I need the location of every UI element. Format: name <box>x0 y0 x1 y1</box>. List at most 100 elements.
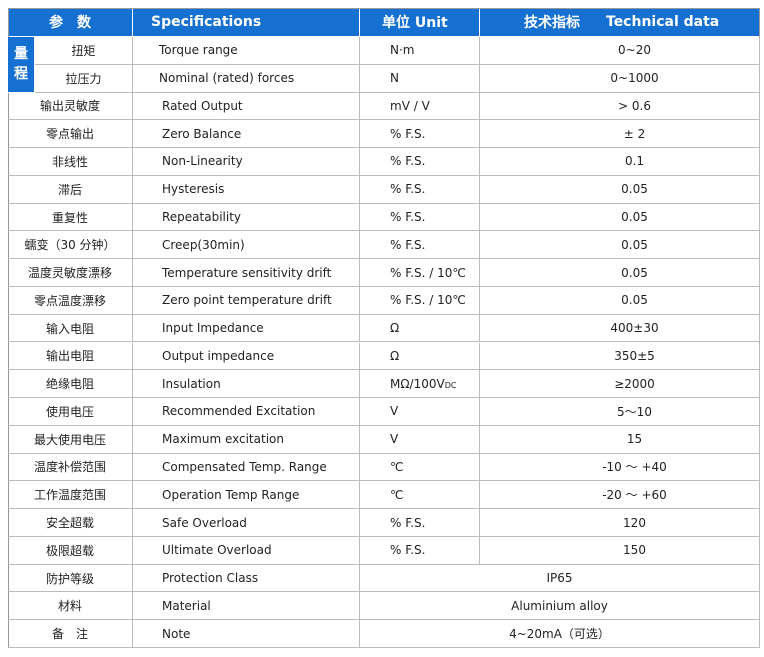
param-cn-text: 安全超载 <box>45 516 94 530</box>
param-unit-text: % F.S. <box>390 237 426 252</box>
param-cn-text: 非线性 <box>51 154 88 169</box>
param-unit-text: V <box>390 404 399 419</box>
param-unit-text: V <box>390 432 399 447</box>
param-en-text: Nominal (rated) forces <box>159 71 295 86</box>
param-cn: 输入电阻 <box>8 314 133 343</box>
param-value: 0~1000 <box>480 64 760 93</box>
param-en: Temperature sensitivity drift <box>133 259 360 287</box>
param-value-text: 0.05 <box>621 210 648 224</box>
param-value-text: 400±30 <box>610 321 659 336</box>
param-en: Input Impedance <box>133 314 360 343</box>
param-en: Repeatability <box>133 203 360 232</box>
param-value: 0.05 <box>480 286 760 315</box>
param-value: 4~20mA（可选） <box>360 620 760 648</box>
param-cn-text: 最大使用电压 <box>33 432 106 447</box>
param-cn: 滞后 <box>8 175 133 204</box>
param-unit: N·m <box>360 37 480 65</box>
param-cn-text: 备 注 <box>51 627 88 642</box>
param-value: 0.05 <box>480 259 760 287</box>
header-unit-text: 单位 Unit <box>382 15 448 31</box>
param-cn: 材料 <box>8 592 133 621</box>
param-cn: 扭矩 <box>35 37 133 65</box>
param-cn-text: 温度补偿范围 <box>33 460 106 475</box>
param-value-text: ≥2000 <box>614 376 655 391</box>
param-value: 15 <box>480 425 760 454</box>
param-cn-text: 扭矩 <box>71 43 96 58</box>
header-tech: 技术指标 Technical data <box>480 8 760 37</box>
param-en: Non-Linearity <box>133 148 360 176</box>
param-value-text: 0.1 <box>624 154 645 169</box>
param-en: Rated Output <box>133 92 360 121</box>
param-value-text: ± 2 <box>623 126 646 141</box>
param-unit-text: % F.S. / 10℃ <box>390 293 466 308</box>
param-en: Hysteresis <box>133 175 360 204</box>
param-unit-text: ℃ <box>390 459 404 474</box>
param-en-text: Note <box>162 626 191 641</box>
param-cn: 温度灵敏度漂移 <box>8 259 133 287</box>
param-en-text: Safe Overload <box>162 515 247 530</box>
param-cn-text: 蠕变（30 分钟） <box>24 238 116 253</box>
param-cn-text: 拉压力 <box>65 71 102 86</box>
param-en: Compensated Temp. Range <box>133 453 360 482</box>
param-en-text: Input Impedance <box>162 321 264 336</box>
param-value-text: 120 <box>623 515 646 530</box>
param-unit-text: % F.S. <box>390 126 426 141</box>
param-en: Output impedance <box>133 342 360 371</box>
param-en-text: Recommended Excitation <box>162 404 316 419</box>
param-value: 0.05 <box>480 175 760 204</box>
param-en-text: Creep(30min) <box>162 237 245 252</box>
param-unit: Ω <box>360 342 480 371</box>
param-en-text: Temperature sensitivity drift <box>162 265 332 280</box>
param-en: Nominal (rated) forces <box>133 64 360 93</box>
param-unit: % F.S. <box>360 536 480 565</box>
header-spec: Specifications <box>133 8 360 37</box>
param-value: 0~20 <box>480 37 760 65</box>
param-en-text: Maximum excitation <box>162 432 284 447</box>
unit-sub: DC <box>444 381 457 391</box>
param-unit: % F.S. <box>360 175 480 204</box>
param-cn: 输出灵敏度 <box>8 92 133 121</box>
param-value: > 0.6 <box>480 92 760 121</box>
param-cn-text: 零点输出 <box>45 127 94 142</box>
param-cn: 防护等级 <box>8 564 133 593</box>
param-value-text: Aluminium alloy <box>511 598 608 613</box>
param-cn-text: 零点温度漂移 <box>33 293 106 308</box>
param-en: Note <box>133 620 360 648</box>
param-en-text: Protection Class <box>162 571 259 586</box>
param-cn: 重复性 <box>8 203 133 232</box>
param-cn-text: 温度灵敏度漂移 <box>27 266 112 281</box>
param-unit: Ω <box>360 314 480 343</box>
param-cn-text: 材料 <box>57 599 82 614</box>
param-unit: MΩ/100V DC <box>360 370 480 399</box>
param-value-text: 0.05 <box>621 182 648 197</box>
param-cn: 最大使用电压 <box>8 425 133 454</box>
param-cn: 输出电阻 <box>8 342 133 371</box>
param-en: Torque range <box>133 37 360 65</box>
param-value-text: 0.05 <box>621 265 648 280</box>
param-cn-text: 重复性 <box>51 210 88 225</box>
param-en-text: Torque range <box>159 43 238 58</box>
param-en-text: Insulation <box>162 376 221 391</box>
param-unit-text: MΩ/100V <box>390 376 445 391</box>
param-cn: 零点输出 <box>8 120 133 149</box>
param-unit: % F.S. / 10℃ <box>360 286 480 315</box>
param-cn-text: 滞后 <box>57 182 82 197</box>
param-unit: ℃ <box>360 453 480 482</box>
param-value: 5～10 <box>480 398 760 426</box>
param-unit-text: ℃ <box>390 487 404 502</box>
param-cn-text: 绝缘电阻 <box>45 377 94 392</box>
param-value-text: > 0.6 <box>618 98 651 113</box>
param-value-text: 4~20mA（可选） <box>509 627 610 642</box>
param-value-text: 350±5 <box>614 348 655 363</box>
param-value-text: 0~20 <box>618 43 651 58</box>
header-spec-text: Specifications <box>151 14 262 30</box>
param-unit-text: % F.S. <box>390 515 426 530</box>
param-value-text: 0.05 <box>621 237 648 252</box>
param-unit: mV / V <box>360 92 480 121</box>
param-en: Zero Balance <box>133 120 360 149</box>
param-unit: % F.S. / 10℃ <box>360 259 480 287</box>
param-value: ≥2000 <box>480 370 760 399</box>
param-unit: % F.S. <box>360 120 480 149</box>
param-cn-text: 极限超载 <box>45 543 94 558</box>
